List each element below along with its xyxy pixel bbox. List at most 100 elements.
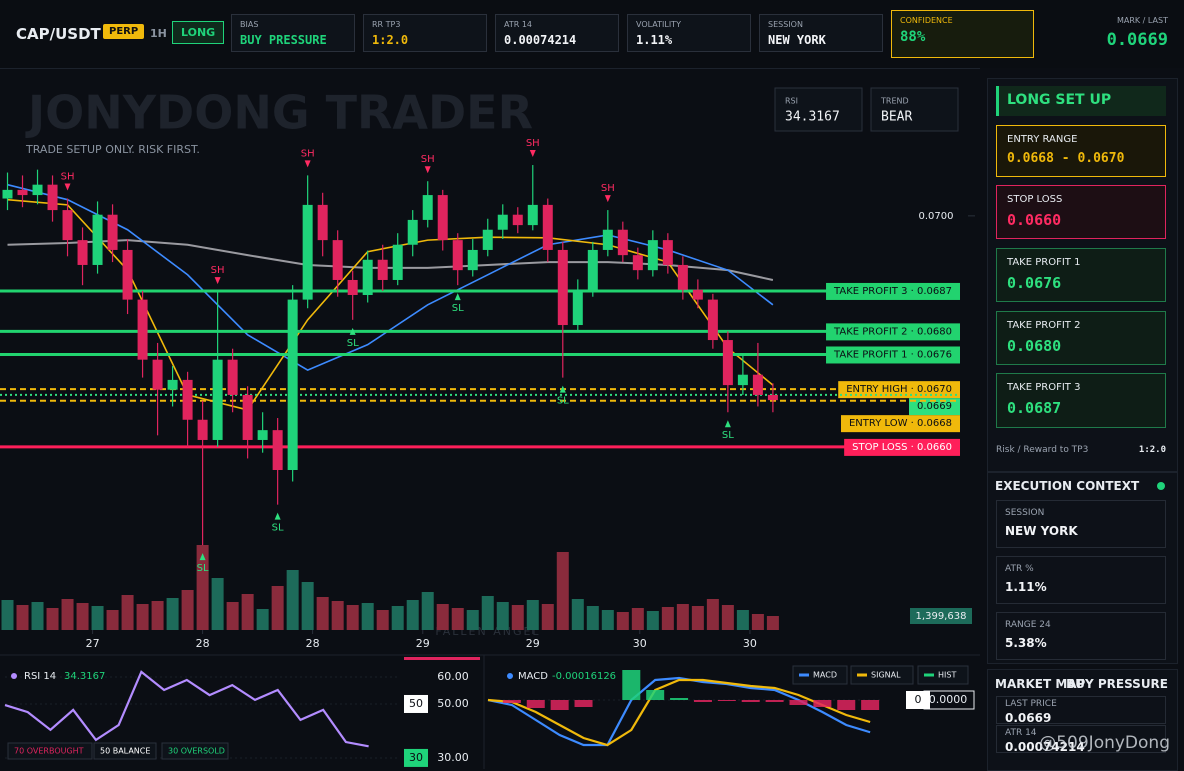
context-item: RANGE 24 5.38%	[996, 612, 1166, 660]
legend-label: MACD	[813, 671, 837, 680]
card-label: TAKE PROFIT 1	[1007, 257, 1081, 268]
x-tick-label: 27	[86, 637, 100, 650]
header: CAP/USDT PERP 1H LONG BIAS BUY PRESSURE R…	[0, 0, 1184, 69]
volume-bar	[511, 605, 524, 630]
stat-label: ATR 14	[504, 20, 533, 29]
credit: @509JonyDong	[1039, 733, 1170, 753]
marker-label: SL	[557, 396, 569, 407]
marker-arrow	[349, 327, 356, 335]
volume-bar	[361, 603, 374, 630]
marker-label: SH	[211, 265, 225, 276]
x-tick-label: 28	[306, 637, 320, 650]
legend-box	[792, 665, 848, 685]
candle-body	[2, 189, 13, 199]
volume-bar	[241, 594, 254, 630]
level-label-box	[844, 438, 960, 456]
candle-body	[167, 379, 178, 390]
legend-label: 30 OVERSOLD	[168, 747, 225, 756]
marker-arrow	[304, 160, 311, 168]
map-label: ATR 14	[1005, 728, 1037, 738]
volume-bar	[391, 606, 404, 630]
x-tick-label: 29	[526, 637, 540, 650]
candle-body	[467, 249, 478, 271]
context-label: ATR %	[1005, 564, 1034, 574]
candle-body	[347, 279, 358, 295]
volume-bar	[616, 612, 629, 630]
volume-bar	[601, 610, 614, 630]
candle-body	[557, 249, 568, 326]
marker-label: 50	[409, 697, 423, 710]
moving-average	[7, 183, 774, 371]
hist-bar	[837, 700, 856, 710]
rsi-box-label: RSI	[785, 97, 798, 106]
hist-bar	[550, 700, 569, 710]
candle-body	[92, 214, 103, 265]
candle-body	[512, 214, 523, 226]
candle-body	[692, 289, 703, 300]
legend-box	[7, 742, 93, 760]
rr-value: 1:2.0	[1138, 445, 1166, 455]
candle-body	[317, 204, 328, 241]
candle-body	[752, 374, 763, 395]
marker-label: SH	[61, 172, 75, 183]
marker-arrow	[529, 150, 536, 158]
pane-value: -0.00016126	[552, 671, 616, 682]
marker-arrow	[604, 195, 611, 203]
level-label: STOP LOSS · 0.0660	[852, 442, 952, 453]
level-label: TAKE PROFIT 1 · 0.0676	[833, 349, 952, 360]
volume-bar	[481, 596, 494, 630]
volume-bar	[316, 597, 329, 630]
level-label-box	[826, 323, 960, 341]
volume-bar	[91, 606, 104, 630]
y-tick-label: 0.0000	[929, 693, 968, 706]
candle-body	[17, 189, 28, 196]
marker-label: SL	[347, 338, 359, 349]
volume-bar	[541, 604, 554, 630]
hist-bar	[717, 700, 736, 701]
volume-bar	[631, 608, 644, 630]
candle-body	[77, 240, 88, 265]
level-label: 0.0669	[917, 401, 952, 412]
y-tick-label: 0.0700	[919, 211, 954, 222]
volume-bar	[661, 607, 674, 630]
candle-body	[677, 264, 688, 290]
legend-box	[93, 742, 157, 760]
context-value: NEW YORK	[1005, 524, 1078, 538]
candle-body	[707, 299, 718, 341]
candle-body	[197, 419, 208, 440]
marker-box	[906, 691, 930, 709]
market-badge: PERP	[103, 24, 145, 39]
level-label-box	[838, 381, 960, 399]
marker-arrow	[274, 512, 281, 520]
volume-bar	[496, 602, 509, 630]
sidebar: LONG SET UP ENTRY RANGE 0.0668 - 0.0670 S…	[980, 68, 1184, 771]
setup-title: LONG SET UP	[996, 86, 1166, 116]
volume-bar	[376, 610, 389, 630]
candle-body	[257, 430, 268, 440]
marker-label: 0	[915, 693, 922, 706]
map-item-value: 0.0669	[1005, 711, 1052, 725]
legend-label: HIST	[938, 671, 956, 680]
level-label: ENTRY HIGH · 0.0670	[846, 384, 952, 395]
volume-bar	[646, 611, 659, 630]
volume-bar	[301, 582, 314, 630]
candle-body	[392, 244, 403, 280]
stat-value: NEW YORK	[768, 33, 826, 47]
marker-label: SH	[601, 183, 615, 194]
hist-bar	[789, 700, 808, 705]
marker-arrow	[559, 385, 566, 393]
volume-bar	[526, 600, 539, 630]
candle-body	[62, 210, 73, 241]
series-line	[4, 670, 369, 748]
stat-label: BIAS	[240, 20, 259, 29]
rr-label: Risk / Reward to TP3	[996, 445, 1089, 455]
hist-bar	[765, 700, 784, 702]
side-badge[interactable]: LONG	[172, 21, 225, 44]
stat: RR TP3 1:2.0	[363, 14, 487, 52]
volume-bar	[211, 578, 224, 630]
volume-bar	[151, 601, 164, 630]
hist-bar	[813, 700, 832, 707]
legend-box	[850, 665, 914, 685]
chart-area: JONYDONG TRADER TRADE SETUP ONLY. RISK F…	[0, 85, 980, 769]
